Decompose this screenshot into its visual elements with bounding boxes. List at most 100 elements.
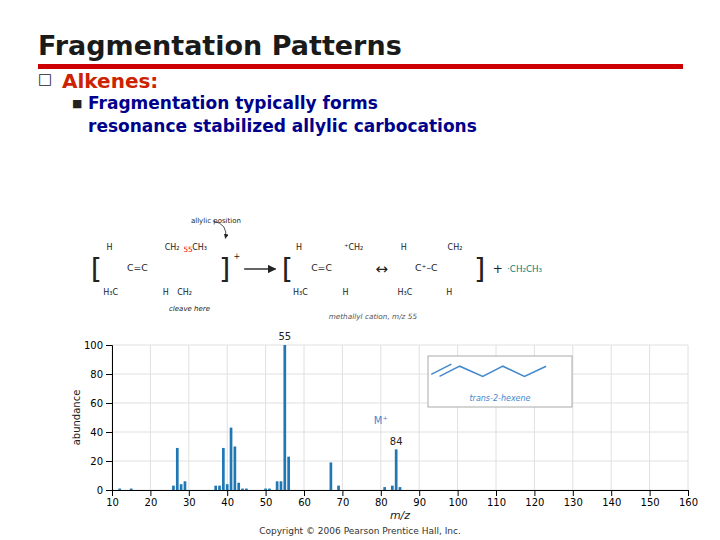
bar <box>218 486 221 490</box>
chem-label: H <box>296 243 302 252</box>
bar <box>118 489 121 490</box>
chem-label: H₃C <box>293 288 308 297</box>
chem-label: C=C <box>127 262 148 273</box>
grid-line-y <box>112 461 688 462</box>
compound-label: trans-2-hexene <box>469 394 530 403</box>
chem-label: CH₂ <box>177 288 192 297</box>
bars <box>118 345 401 490</box>
chem-label: [ <box>91 252 102 286</box>
bar <box>180 484 183 490</box>
y-tick-label: 20 <box>90 456 103 467</box>
x-tick: 140 <box>602 490 621 508</box>
grid-line-x <box>304 345 305 490</box>
chem-label: H <box>401 243 407 252</box>
x-tick-label: 130 <box>564 497 583 508</box>
x-tick-label: 50 <box>260 497 273 508</box>
bar <box>241 489 244 490</box>
bar <box>230 428 233 490</box>
x-axis-line <box>113 491 689 497</box>
y-tick: 40 <box>90 427 112 438</box>
grid-line-y <box>112 403 688 404</box>
bar <box>330 462 333 490</box>
bar <box>226 484 229 490</box>
x-tick-mark <box>688 490 689 496</box>
bullet-text: Alkenes: <box>62 69 158 93</box>
x-tick-mark <box>419 490 420 496</box>
y-axis: 020406080100 <box>84 340 113 496</box>
x-tick-label: 20 <box>145 497 158 508</box>
grid-line-x <box>688 345 689 490</box>
grid-line-x <box>342 345 343 490</box>
y-tick-mark <box>106 374 112 375</box>
bullet-text: ■ <box>72 97 82 110</box>
chem-label: [ <box>282 252 293 286</box>
grid-line-x <box>649 345 650 490</box>
x-tick-mark <box>650 490 651 496</box>
bar <box>130 489 133 490</box>
bar <box>237 483 240 490</box>
y-tick: 80 <box>90 369 112 380</box>
bar <box>399 487 402 490</box>
x-tick: 60 <box>298 490 311 508</box>
chem-label: H <box>342 288 348 297</box>
x-tick: 30 <box>183 490 196 508</box>
annotations: □Alkenes:■Fragmentation typically formsr… <box>38 69 543 536</box>
chem-label: CH₂ <box>165 243 180 252</box>
x-tick-mark <box>573 490 574 496</box>
x-tick-mark <box>227 490 228 496</box>
x-tick: 100 <box>449 490 468 508</box>
x-tick-mark <box>496 490 497 496</box>
bar <box>176 448 179 490</box>
bar <box>172 486 175 490</box>
y-tick: 60 <box>90 398 112 409</box>
x-tick-mark <box>611 490 612 496</box>
x-tick: 130 <box>564 490 583 508</box>
chem-label: H₃C <box>398 288 413 297</box>
x-tick: 70 <box>337 490 350 508</box>
x-tick-mark <box>150 490 151 496</box>
reaction-arrow <box>244 268 275 269</box>
bullet-text: resonance stabilized allylic carbocation… <box>88 116 477 136</box>
peak-label: 55 <box>278 331 291 342</box>
chem-label: cleave here <box>169 305 210 313</box>
x-tick-label: 140 <box>602 497 621 508</box>
x-tick-mark <box>304 490 305 496</box>
x-tick: 150 <box>641 490 660 508</box>
x-tick-mark <box>266 490 267 496</box>
peak-label: M⁺ <box>374 415 388 426</box>
bar <box>287 457 290 490</box>
grid-line-x <box>265 345 266 490</box>
chem-label: H <box>446 288 452 297</box>
bar <box>264 489 267 490</box>
x-tick-label: 150 <box>641 497 660 508</box>
chem-label: + <box>493 262 503 276</box>
copyright: Copyright © 2006 Pearson Prentice Hall, … <box>259 526 461 536</box>
y-tick-mark <box>106 461 112 462</box>
molecule-chain <box>440 366 547 376</box>
chem-label: ] <box>474 252 485 286</box>
chem-label: CH₃ <box>192 243 207 252</box>
x-tick-mark <box>342 490 343 496</box>
plot-background <box>112 345 688 490</box>
chem-label: C⁺–C <box>415 262 438 273</box>
x-tick-label: 40 <box>221 497 234 508</box>
x-tick: 40 <box>221 490 234 508</box>
y-tick: 100 <box>84 340 112 351</box>
x-tick-mark <box>534 490 535 496</box>
molecule-double-bond <box>431 364 451 374</box>
x-tick: 20 <box>145 490 158 508</box>
chem-label: ⁺CH₂ <box>344 243 363 252</box>
grid-line-x <box>611 345 612 490</box>
chart: Fragmentation Patterns102030405060708090… <box>0 0 720 540</box>
chem-label: ] <box>219 252 230 286</box>
x-tick-label: 70 <box>337 497 350 508</box>
y-tick-label: 40 <box>90 427 103 438</box>
bar <box>276 481 279 490</box>
inset-box <box>428 356 572 407</box>
y-tick-mark <box>106 432 112 433</box>
y-tick-label: 60 <box>90 398 103 409</box>
bar <box>391 486 394 490</box>
bar <box>214 486 217 490</box>
y-axis-line <box>106 346 113 491</box>
grid-line-x <box>419 345 420 490</box>
